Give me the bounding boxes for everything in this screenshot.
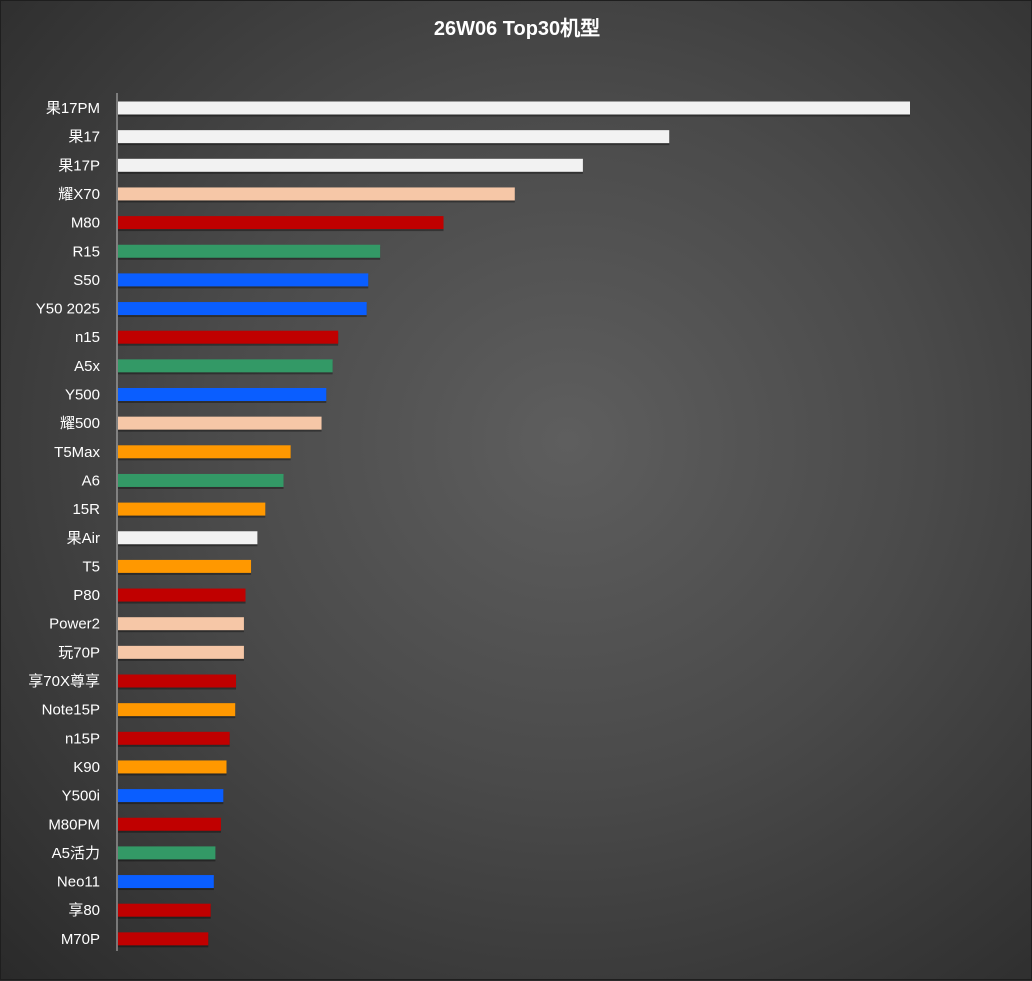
bar xyxy=(118,817,221,831)
bar xyxy=(118,302,367,316)
bar xyxy=(118,760,227,774)
category-label: 玩70P xyxy=(58,644,100,661)
chart-title: 26W06 Top30机型 xyxy=(434,16,600,40)
category-label: Y500 xyxy=(65,387,100,404)
category-label: 15R xyxy=(72,501,100,518)
bar xyxy=(118,645,244,659)
category-label: 果17 xyxy=(68,129,100,146)
bar xyxy=(118,531,258,545)
category-label: S50 xyxy=(73,272,100,289)
category-label: M80PM xyxy=(48,816,100,833)
bar xyxy=(118,158,583,172)
category-label: M80 xyxy=(71,215,100,232)
bar xyxy=(118,588,246,602)
bar xyxy=(118,330,339,344)
bar xyxy=(118,445,291,459)
category-label: A5x xyxy=(74,358,100,375)
bar xyxy=(118,473,284,487)
category-label: T5 xyxy=(82,558,100,575)
bar xyxy=(118,932,209,946)
category-label: A6 xyxy=(82,472,100,489)
bar xyxy=(118,674,237,688)
bar xyxy=(118,903,211,917)
category-label: Y50 2025 xyxy=(36,301,100,318)
category-label: 耀X70 xyxy=(58,186,100,203)
category-label: Neo11 xyxy=(57,874,100,891)
category-label: R15 xyxy=(72,243,100,260)
bar xyxy=(118,617,244,631)
bar xyxy=(118,216,444,230)
bar xyxy=(118,388,327,401)
category-label: 果17P xyxy=(58,157,100,174)
bar xyxy=(118,359,333,373)
bar xyxy=(118,846,216,860)
category-label: 享70X尊享 xyxy=(28,673,100,690)
category-labels: 果17PM 果17 果17P 耀X70 M80 R15 S50 Y50 2025 n15 A5x Y… xyxy=(28,100,100,948)
bar xyxy=(118,502,266,516)
bar xyxy=(118,875,214,889)
bar xyxy=(118,416,322,430)
bar xyxy=(118,731,230,745)
bar xyxy=(118,101,910,115)
bar xyxy=(118,244,381,258)
bar xyxy=(118,703,236,717)
bars-group xyxy=(118,101,910,948)
category-label: Power2 xyxy=(49,616,100,633)
category-label: 耀500 xyxy=(60,415,100,432)
category-label: 果17PM xyxy=(46,100,100,117)
category-label: n15 xyxy=(75,329,100,346)
category-label: Note15P xyxy=(42,702,100,719)
category-label: P80 xyxy=(73,587,100,604)
category-label: T5Max xyxy=(54,444,100,461)
bar xyxy=(118,187,515,201)
bar xyxy=(118,273,369,287)
category-label: 果Air xyxy=(67,530,100,547)
category-label: 享80 xyxy=(68,902,100,919)
category-label: M70P xyxy=(61,931,100,948)
category-label: n15P xyxy=(65,730,100,747)
category-label: K90 xyxy=(73,759,100,776)
category-label: A5活力 xyxy=(52,845,100,862)
category-label: Y500i xyxy=(62,788,100,805)
bar xyxy=(118,789,224,803)
bar xyxy=(118,559,252,573)
bar xyxy=(118,130,670,144)
